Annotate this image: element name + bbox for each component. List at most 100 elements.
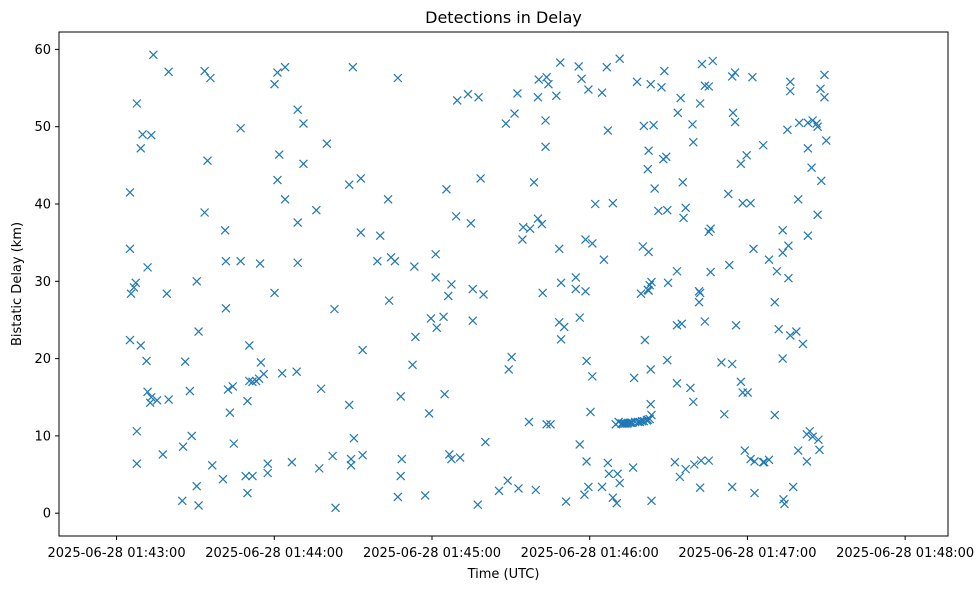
- data-point: [813, 210, 823, 220]
- data-point: [670, 457, 680, 467]
- data-point: [813, 122, 823, 132]
- y-tick-label: 20: [34, 352, 51, 367]
- data-point: [581, 235, 590, 244]
- data-point: [328, 451, 338, 461]
- data-point: [704, 456, 714, 466]
- data-point: [132, 99, 142, 108]
- data-point: [248, 471, 257, 481]
- data-point: [143, 262, 153, 272]
- data-point: [644, 146, 654, 156]
- data-point: [599, 255, 609, 265]
- data-point: [582, 356, 591, 366]
- data-point: [372, 256, 382, 266]
- y-tick-label: 60: [34, 43, 51, 58]
- y-tick-label: 0: [43, 507, 51, 522]
- data-point: [602, 62, 612, 72]
- data-point: [390, 256, 400, 266]
- data-point: [501, 119, 511, 129]
- data-point: [178, 442, 188, 452]
- y-tick-label: 40: [34, 197, 51, 212]
- data-point: [571, 273, 581, 282]
- data-point: [803, 231, 813, 241]
- data-point: [695, 99, 705, 108]
- data-point: [187, 431, 197, 441]
- data-point: [764, 455, 774, 465]
- data-point: [583, 482, 593, 492]
- data-point: [228, 381, 238, 391]
- data-point: [356, 174, 366, 183]
- y-tick-label: 10: [34, 429, 51, 444]
- data-point: [746, 454, 756, 464]
- data-point: [644, 286, 654, 295]
- data-point: [673, 108, 683, 118]
- data-point: [431, 273, 441, 282]
- data-point: [314, 463, 324, 473]
- data-point: [650, 184, 660, 193]
- data-point: [538, 288, 548, 298]
- data-point: [643, 415, 653, 425]
- data-point: [657, 82, 666, 92]
- data-point: [192, 481, 202, 491]
- data-point: [559, 322, 569, 332]
- data-point: [420, 490, 430, 500]
- data-point: [803, 143, 813, 153]
- data-point: [778, 225, 788, 235]
- data-point: [504, 364, 514, 374]
- data-point: [708, 56, 718, 66]
- data-point: [396, 392, 406, 401]
- data-point: [615, 478, 625, 488]
- data-point: [444, 450, 454, 459]
- data-point: [646, 364, 656, 374]
- data-point: [677, 319, 687, 329]
- data-point: [142, 356, 151, 366]
- data-point: [577, 74, 586, 84]
- data-point: [241, 471, 251, 481]
- data-point: [143, 387, 153, 397]
- data-points: [125, 50, 831, 513]
- data-point: [221, 256, 231, 266]
- data-point: [299, 119, 308, 129]
- data-point: [125, 335, 135, 345]
- data-point: [455, 453, 465, 462]
- data-point: [408, 360, 417, 370]
- data-point: [152, 395, 162, 405]
- data-point: [316, 384, 326, 394]
- data-point: [132, 459, 142, 469]
- data-point: [587, 371, 597, 381]
- data-point: [225, 408, 235, 418]
- data-point: [524, 417, 534, 427]
- data-point: [145, 398, 155, 408]
- data-point: [125, 244, 135, 254]
- data-point: [719, 409, 729, 419]
- data-point: [164, 67, 174, 77]
- data-point: [132, 426, 142, 436]
- y-axis: 0 10 20 30 40 50 60: [34, 43, 59, 522]
- data-point: [575, 313, 585, 323]
- data-point: [793, 194, 803, 204]
- data-point: [644, 247, 654, 257]
- data-point: [820, 70, 829, 80]
- data-point: [468, 284, 478, 294]
- data-point: [348, 62, 358, 72]
- data-point: [678, 177, 688, 187]
- data-point: [815, 445, 824, 455]
- data-point: [575, 439, 585, 449]
- data-point: [697, 59, 707, 69]
- data-point: [604, 469, 614, 479]
- data-point: [632, 77, 642, 87]
- data-point: [534, 75, 544, 84]
- data-point: [468, 316, 478, 326]
- data-point: [639, 121, 649, 131]
- data-point: [311, 205, 321, 215]
- data-point: [613, 469, 623, 479]
- data-point: [662, 355, 672, 365]
- data-point: [236, 123, 246, 133]
- data-point: [679, 213, 688, 223]
- data-point: [451, 211, 461, 221]
- data-point: [277, 368, 287, 378]
- data-point: [162, 289, 172, 299]
- data-point: [207, 460, 217, 470]
- data-point: [263, 468, 273, 478]
- data-point: [473, 500, 483, 510]
